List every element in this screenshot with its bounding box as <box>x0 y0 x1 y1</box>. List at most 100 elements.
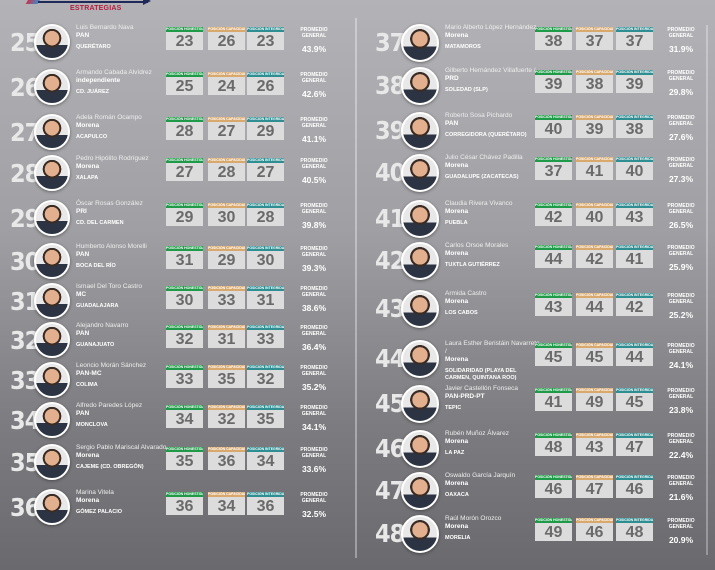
integridad-label: POSICIÓN INTEGRIDAD <box>247 325 284 330</box>
honestidad-box: POSICIÓN HONESTIDAD46 <box>535 475 572 498</box>
capacidad-label: POSICIÓN CAPACIDAD <box>576 203 613 208</box>
capacidad-box: POSICIÓN CAPACIDAD 36 <box>208 447 245 470</box>
rank-number: 48 <box>375 519 405 548</box>
avatar <box>34 402 70 438</box>
person-info: Armida Castro Morena LOS CABOS <box>445 290 543 317</box>
capacidad-box: POSICIÓN CAPACIDAD 41 <box>576 157 613 180</box>
promedio-label: PROMEDIO GENERAL <box>667 245 695 257</box>
city: GÓMEZ PALACIO <box>76 509 123 515</box>
avatar <box>34 322 70 358</box>
capacidad-label: POSICIÓN CAPACIDAD <box>576 115 613 120</box>
promedio-value: 39.3% <box>301 263 327 273</box>
honestidad-value: 32 <box>166 330 203 348</box>
city: CAJEME (CD. OBREGÓN) <box>76 464 144 470</box>
promedio-label: PROMEDIO GENERAL <box>300 492 328 504</box>
ranking-row: 31 Ismael Del Toro Castro MC GUADALAJARA… <box>10 281 360 321</box>
city: MATAMOROS <box>445 44 481 50</box>
honestidad-label: POSICIÓN HONESTIDAD <box>535 293 572 298</box>
honestidad-box: POSICIÓN HONESTIDAD48 <box>535 433 572 456</box>
promedio-value: 23.8% <box>668 405 694 415</box>
promedio-label: PROMEDIO GENERAL <box>300 117 328 129</box>
promedio-label: PROMEDIO GENERAL <box>667 157 695 169</box>
honestidad-label: POSICIÓN HONESTIDAD <box>166 117 203 122</box>
honestidad-box: POSICIÓN HONESTIDAD38 <box>535 27 572 50</box>
capacidad-value: 44 <box>576 298 613 316</box>
party: Morena <box>445 356 469 363</box>
promedio-general: PROMEDIO GENERAL 39.3% <box>290 246 338 273</box>
integridad-value: 23 <box>247 32 284 50</box>
honestidad-box: POSICIÓN HONESTIDAD29 <box>166 203 203 226</box>
capacidad-box: POSICIÓN CAPACIDAD 34 <box>208 492 245 515</box>
person-name: Javier Castellón Fonseca <box>445 385 518 392</box>
capacidad-box: POSICIÓN CAPACIDAD 39 <box>576 115 613 138</box>
integridad-label: POSICIÓN INTEGRIDAD <box>247 27 284 32</box>
party: Morena <box>445 32 469 39</box>
ranking-row: 27 Adela Román Ocampo Morena ACAPULCO PO… <box>10 112 360 152</box>
promedio-general: PROMEDIO GENERAL 32.5% <box>290 492 338 519</box>
promedio-general: PROMEDIO GENERAL 29.8% <box>657 70 705 97</box>
promedio-general: PROMEDIO GENERAL 27.3% <box>657 157 705 184</box>
integridad-box: POSICIÓN INTEGRIDAD 29 <box>247 117 284 140</box>
promedio-label: PROMEDIO GENERAL <box>300 447 328 459</box>
honestidad-box: POSICIÓN HONESTIDAD30 <box>166 286 203 309</box>
capacidad-box: POSICIÓN CAPACIDAD 35 <box>208 365 245 388</box>
integridad-value: 48 <box>616 523 653 541</box>
integridad-label: POSICIÓN INTEGRIDAD <box>247 246 284 251</box>
person-name: Raúl Morón Orozco <box>445 515 502 522</box>
rank-number: 44 <box>375 344 405 373</box>
integridad-label: POSICIÓN INTEGRIDAD <box>247 365 284 370</box>
person-name: Luis Bernardo Nava <box>76 24 134 31</box>
integridad-box: POSICIÓN INTEGRIDAD 28 <box>247 203 284 226</box>
promedio-general: PROMEDIO GENERAL 23.8% <box>657 388 705 415</box>
city: ACAPULCO <box>76 134 108 140</box>
honestidad-box: POSICIÓN HONESTIDAD39 <box>535 70 572 93</box>
honestidad-box: POSICIÓN HONESTIDAD44 <box>535 245 572 268</box>
ranking-row: 25 Luis Bernardo Nava PAN QUERÉTARO POSI… <box>10 22 360 62</box>
avatar <box>34 283 70 319</box>
party: PAN <box>76 410 90 417</box>
city: LA PAZ <box>445 450 465 456</box>
honestidad-value: 37 <box>535 162 572 180</box>
honestidad-box: POSICIÓN HONESTIDAD36 <box>166 492 203 515</box>
avatar <box>401 430 439 468</box>
person-name: Humberto Alonso Morelli <box>76 243 147 250</box>
promedio-value: 22.4% <box>668 450 694 460</box>
avatar <box>401 472 439 510</box>
integridad-label: POSICIÓN INTEGRIDAD <box>616 70 653 75</box>
promedio-value: 32.5% <box>301 509 327 519</box>
rank-number: 38 <box>375 71 405 100</box>
integridad-box: POSICIÓN INTEGRIDAD 48 <box>616 518 653 541</box>
person-info: Rubén Muñoz Álvarez Morena LA PAZ <box>445 430 543 457</box>
ranking-row: 48 Raúl Morón Orozco Morena MORELIA POSI… <box>373 513 715 553</box>
capacidad-label: POSICIÓN CAPACIDAD <box>208 117 245 122</box>
promedio-label: PROMEDIO GENERAL <box>667 70 695 82</box>
city: SOLIDARIDAD (PLAYA DEL CARMEN, QUINTANA … <box>445 368 517 381</box>
rank-number: 39 <box>375 116 405 145</box>
party: PRI <box>76 208 87 215</box>
promedio-value: 25.9% <box>668 262 694 272</box>
integridad-value: 27 <box>247 163 284 181</box>
party: Morena <box>76 452 100 459</box>
person-info: Roberto Sosa Pichardo PAN CORREGIDORA (Q… <box>445 112 543 139</box>
promedio-general: PROMEDIO GENERAL 36.4% <box>290 325 338 352</box>
integridad-value: 45 <box>616 393 653 411</box>
party: PAN-PRD-PT <box>445 393 485 400</box>
capacidad-label: POSICIÓN CAPACIDAD <box>208 72 245 77</box>
person-name: Claudia Rivera Vivanco <box>445 200 513 207</box>
integridad-box: POSICIÓN INTEGRIDAD 32 <box>247 365 284 388</box>
promedio-value: 24.1% <box>668 360 694 370</box>
integridad-box: POSICIÓN INTEGRIDAD 37 <box>616 27 653 50</box>
ranking-row: 40 Julio César Chávez Padilla Morena GUA… <box>373 152 715 192</box>
honestidad-label: POSICIÓN HONESTIDAD <box>535 245 572 250</box>
integridad-label: POSICIÓN INTEGRIDAD <box>616 27 653 32</box>
promedio-label: PROMEDIO GENERAL <box>300 72 328 84</box>
honestidad-label: POSICIÓN HONESTIDAD <box>166 447 203 452</box>
capacidad-value: 41 <box>576 162 613 180</box>
column-divider <box>355 18 357 558</box>
person-info: Ismael Del Toro Castro MC GUADALAJARA <box>76 283 176 310</box>
integridad-value: 33 <box>247 330 284 348</box>
integridad-box: POSICIÓN INTEGRIDAD 41 <box>616 245 653 268</box>
promedio-label: PROMEDIO GENERAL <box>667 343 695 355</box>
integridad-box: POSICIÓN INTEGRIDAD 36 <box>247 492 284 515</box>
honestidad-value: 31 <box>166 251 203 269</box>
